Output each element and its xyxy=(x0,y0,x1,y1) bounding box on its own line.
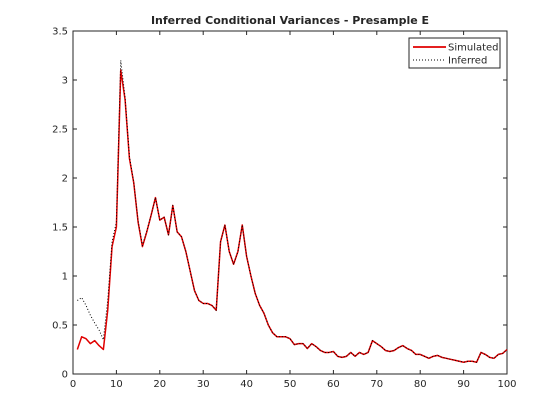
x-tick-label: 100 xyxy=(497,379,516,390)
plot-area xyxy=(72,30,508,375)
axis-ticks: 0 10 20 30 40 50 60 70 80 90 100 0 0.5 1 1.5 2 2.5 3 3.5 xyxy=(52,27,516,391)
series-layer xyxy=(76,59,508,363)
x-tick-label: 10 xyxy=(110,379,123,390)
y-tick-label: 0.5 xyxy=(52,321,68,332)
y-tick-label: 2.5 xyxy=(52,125,68,136)
x-tick-label: 20 xyxy=(153,379,166,390)
x-tick-label: 30 xyxy=(197,379,210,390)
y-tick-label: 0 xyxy=(62,370,68,381)
legend: Simulated Inferred xyxy=(408,37,501,69)
legend-label-inferred: Inferred xyxy=(448,56,487,67)
y-tick-label: 1 xyxy=(62,272,68,283)
x-tick-label: 60 xyxy=(327,379,340,390)
y-tick-label: 3.5 xyxy=(52,27,68,38)
chart-title: Inferred Conditional Variances - Presamp… xyxy=(151,14,429,27)
x-tick-label: 90 xyxy=(457,379,470,390)
legend-label-simulated: Simulated xyxy=(448,43,499,54)
x-tick-label: 0 xyxy=(70,379,76,390)
y-tick-label: 2 xyxy=(62,174,68,185)
plot-frame xyxy=(72,30,508,375)
x-tick-label: 80 xyxy=(414,379,427,390)
x-tick-label: 50 xyxy=(284,379,297,390)
series-line-inferred xyxy=(77,59,508,363)
y-tick-label: 3 xyxy=(62,76,68,87)
x-tick-label: 70 xyxy=(370,379,383,390)
legend-box xyxy=(408,37,501,69)
y-tick-label: 1.5 xyxy=(52,223,68,234)
x-tick-label: 40 xyxy=(240,379,253,390)
